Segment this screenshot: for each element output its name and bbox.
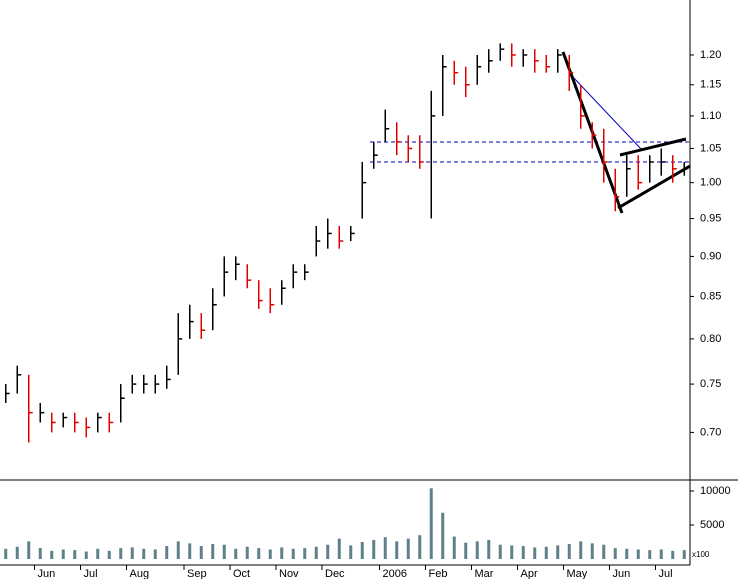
volume-bar bbox=[303, 548, 307, 559]
y-tick-label: 1.00 bbox=[700, 177, 721, 189]
volume-bar bbox=[245, 546, 249, 559]
y-tick-label: 1.10 bbox=[700, 110, 721, 122]
volume-bar bbox=[211, 544, 215, 559]
x-tick-label: Oct bbox=[233, 568, 250, 579]
volume-bar bbox=[50, 550, 54, 559]
trend-line bbox=[571, 75, 643, 151]
volume-bar bbox=[395, 541, 399, 559]
y-tick-label: 0.70 bbox=[700, 426, 721, 438]
pennant-lower bbox=[617, 164, 691, 210]
volume-bar bbox=[257, 548, 261, 559]
x-tick-label: Sep bbox=[187, 568, 207, 579]
volume-bar bbox=[96, 548, 100, 559]
volume-bar bbox=[567, 544, 571, 559]
x-tick-label: Jul bbox=[84, 568, 98, 579]
x-tick-label: Nov bbox=[279, 568, 299, 579]
volume-bar bbox=[521, 546, 525, 559]
volume-bar bbox=[337, 538, 341, 559]
volume-unit: x100 bbox=[692, 550, 710, 559]
y-tick-label: 0.85 bbox=[700, 290, 721, 302]
volume-bar bbox=[188, 543, 192, 559]
volume-bar bbox=[107, 550, 111, 559]
volume-bar bbox=[4, 548, 8, 559]
y-tick-label: 0.90 bbox=[700, 250, 721, 262]
x-tick-label: Jun bbox=[613, 568, 631, 579]
y-tick-label: 10000 bbox=[700, 485, 731, 497]
volume-bar bbox=[222, 544, 226, 559]
x-tick-label: Apr bbox=[521, 568, 538, 579]
volume-bar bbox=[234, 548, 238, 559]
volume-bar bbox=[636, 549, 640, 559]
volume-bar bbox=[165, 546, 169, 559]
volume-bar bbox=[406, 538, 410, 559]
x-tick-label: Mar bbox=[475, 568, 494, 579]
volume-bar bbox=[625, 548, 629, 559]
volume-bar bbox=[648, 550, 652, 559]
volume-bar bbox=[176, 541, 180, 559]
x-tick-label: Dec bbox=[325, 568, 345, 579]
pennant-upper bbox=[619, 137, 687, 157]
volume-bar bbox=[602, 544, 606, 559]
volume-bar bbox=[498, 544, 502, 559]
volume-bar bbox=[15, 546, 19, 559]
volume-bar bbox=[544, 546, 548, 559]
y-tick-label: 1.20 bbox=[700, 49, 721, 61]
y-tick-label: 0.75 bbox=[700, 378, 721, 390]
volume-bar bbox=[73, 550, 77, 559]
volume-bar bbox=[326, 544, 330, 559]
volume-bar bbox=[464, 542, 468, 559]
volume-bar bbox=[659, 549, 663, 559]
volume-bar bbox=[533, 547, 537, 559]
volume-bar bbox=[475, 541, 479, 559]
volume-bar bbox=[452, 536, 456, 559]
volume-bar bbox=[130, 547, 134, 559]
y-tick-label: 0.80 bbox=[700, 333, 721, 345]
volume-bar bbox=[280, 547, 284, 559]
volume-bar bbox=[429, 488, 433, 559]
volume-bar bbox=[61, 549, 65, 559]
y-tick-label: 1.05 bbox=[700, 142, 721, 154]
volume-bar bbox=[441, 512, 445, 559]
volume-bar bbox=[613, 548, 617, 559]
volume-bar bbox=[314, 546, 318, 559]
volume-bar bbox=[291, 548, 295, 559]
volume-bar bbox=[84, 551, 88, 559]
volume-bar bbox=[360, 541, 364, 559]
volume-bar bbox=[268, 549, 272, 559]
volume-bar bbox=[38, 548, 42, 559]
x-tick-label: Aug bbox=[130, 568, 150, 579]
volume-bar bbox=[199, 546, 203, 559]
volume-bar bbox=[142, 548, 146, 559]
x-tick-label: May bbox=[567, 568, 588, 579]
volume-bar bbox=[682, 550, 686, 559]
y-tick-label: 1.15 bbox=[700, 79, 721, 91]
x-tick-label: Feb bbox=[429, 568, 448, 579]
volume-bar bbox=[671, 550, 675, 559]
volume-bar bbox=[590, 543, 594, 559]
x-tick-label: 2006 bbox=[383, 568, 407, 579]
volume-bar bbox=[487, 539, 491, 559]
volume-bar bbox=[27, 541, 31, 559]
volume-bar bbox=[153, 549, 157, 559]
volume-bar bbox=[119, 548, 123, 559]
y-tick-label: 5000 bbox=[700, 519, 724, 531]
volume-bar bbox=[349, 545, 353, 559]
volume-bar bbox=[418, 535, 422, 559]
x-tick-label: Jun bbox=[38, 568, 56, 579]
y-tick-label: 0.95 bbox=[700, 212, 721, 224]
x-tick-label: Jul bbox=[659, 568, 673, 579]
volume-bar bbox=[383, 537, 387, 559]
volume-bar bbox=[372, 539, 376, 559]
volume-bar bbox=[510, 545, 514, 559]
volume-bar bbox=[579, 541, 583, 559]
volume-bar bbox=[556, 545, 560, 559]
